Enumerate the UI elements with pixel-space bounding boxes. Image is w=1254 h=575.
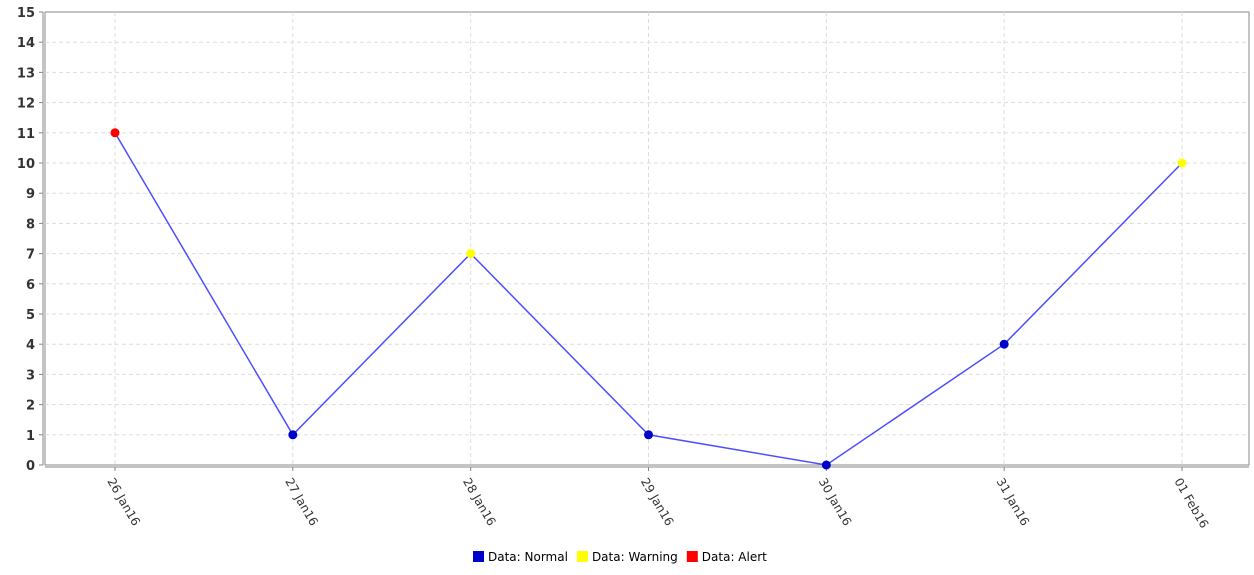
grid-lines	[45, 12, 1249, 465]
data-point	[999, 339, 1009, 349]
y-tick-label: 9	[26, 187, 35, 202]
y-tick-label: 0	[26, 459, 35, 474]
y-tick-label: 7	[26, 248, 35, 263]
y-tick-label: 8	[26, 217, 35, 232]
y-tick-label: 5	[26, 308, 35, 323]
legend-label-warning: Data: Warning	[592, 550, 678, 564]
plot-area	[44, 11, 1250, 466]
legend-swatch-alert	[686, 551, 698, 562]
data-point	[821, 460, 831, 470]
y-tick-label: 1	[26, 429, 35, 444]
x-tick-label: 29 Jan16	[638, 476, 677, 529]
y-tick-label: 4	[26, 338, 35, 353]
legend-label-alert: Data: Alert	[702, 550, 767, 564]
x-tick-label: 01 Feb16	[1171, 476, 1211, 531]
y-tick-label: 14	[17, 36, 35, 51]
x-tick-label: 28 Jan16	[460, 476, 499, 529]
y-tick-label: 6	[26, 278, 35, 293]
y-tick-label: 13	[17, 66, 35, 81]
y-tick-label: 15	[17, 6, 35, 21]
x-tick-label: 26 Jan16	[104, 476, 143, 529]
y-tick-label: 2	[26, 399, 35, 414]
legend-swatch-normal	[473, 551, 484, 562]
data-point	[466, 249, 476, 259]
data-point	[110, 128, 120, 138]
x-tick-label: 30 Jan16	[816, 476, 855, 529]
data-series	[110, 128, 1187, 470]
data-point	[1177, 158, 1187, 168]
legend: Data: Normal Data: Warning Data: Alert	[473, 550, 767, 564]
y-tick-label: 11	[17, 127, 35, 142]
data-point	[644, 430, 653, 440]
x-axis: 26 Jan16 27 Jan16 28 Jan16 29 Jan16 30 Jan16…	[45, 466, 1249, 531]
y-tick-label: 10	[17, 157, 35, 172]
legend-swatch-warning	[576, 551, 588, 562]
y-tick-label: 12	[17, 97, 35, 112]
x-tick-label: 31 Jan16	[994, 476, 1033, 529]
y-tick-label: 3	[26, 368, 35, 383]
legend-label-normal: Data: Normal	[488, 550, 568, 564]
x-tick-label: 27 Jan16	[282, 476, 321, 529]
data-point	[288, 430, 298, 440]
